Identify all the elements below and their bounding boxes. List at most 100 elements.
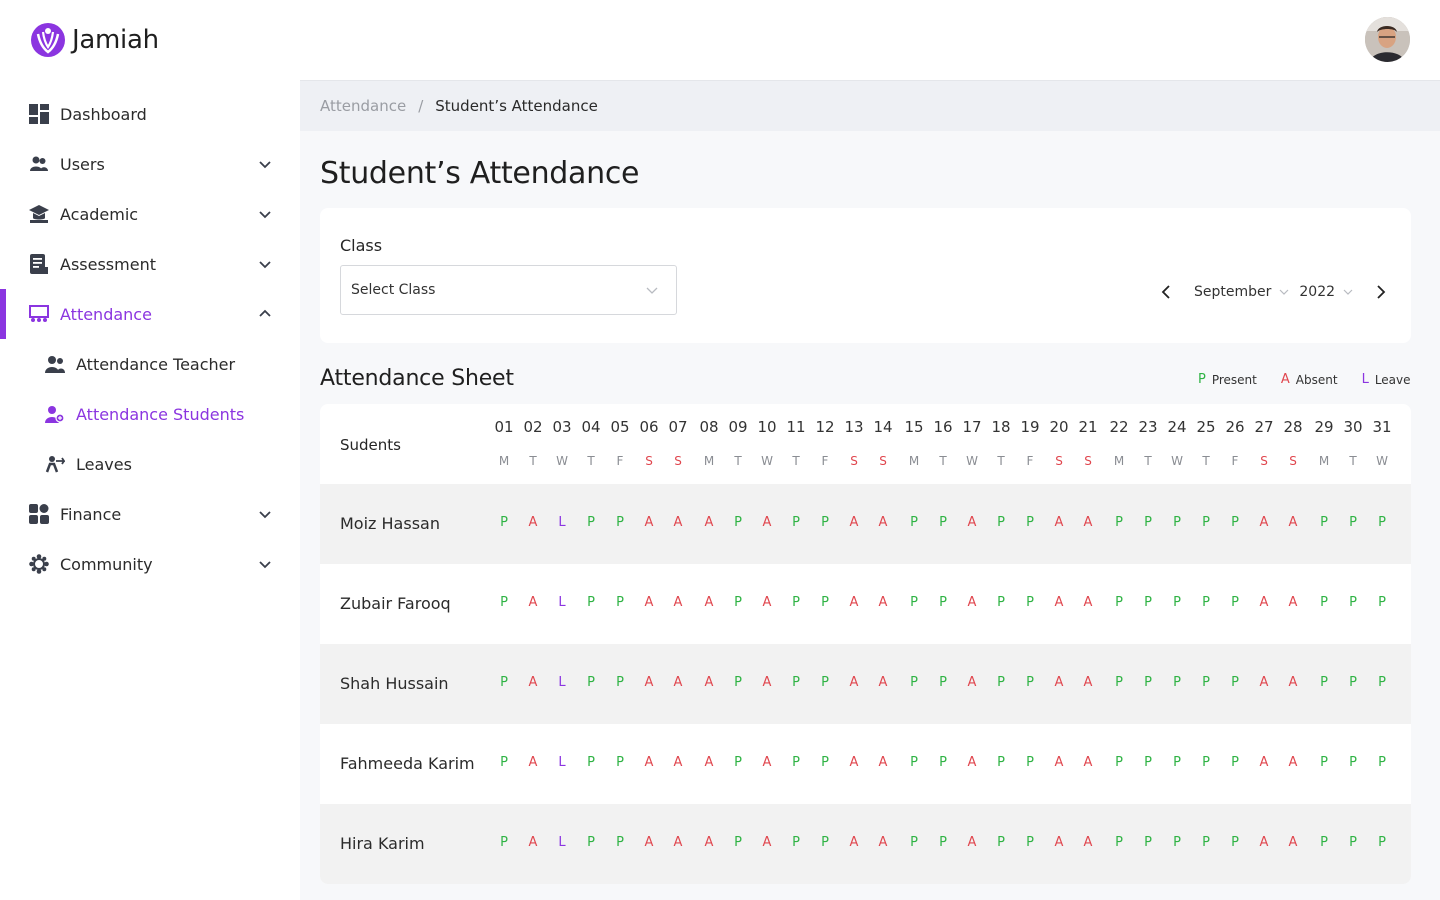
attendance-mark[interactable]: A [528,755,538,770]
attendance-mark[interactable]: A [1083,755,1093,770]
attendance-mark[interactable]: P [821,515,829,530]
attendance-mark[interactable]: A [849,595,859,610]
attendance-mark[interactable]: P [1173,675,1181,690]
attendance-mark[interactable]: A [967,515,977,530]
attendance-mark[interactable]: A [762,515,772,530]
attendance-mark[interactable]: P [1349,595,1357,610]
attendance-mark[interactable]: A [1288,755,1298,770]
sidebar-item-attendance[interactable]: Attendance [0,289,300,339]
attendance-mark[interactable]: P [821,595,829,610]
attendance-mark[interactable]: P [1173,755,1181,770]
attendance-mark[interactable]: A [849,755,859,770]
attendance-mark[interactable]: P [821,755,829,770]
attendance-mark[interactable]: P [1115,835,1123,850]
attendance-mark[interactable]: L [558,595,566,610]
attendance-mark[interactable]: A [704,835,714,850]
attendance-mark[interactable]: P [910,595,918,610]
attendance-mark[interactable]: P [1144,515,1152,530]
attendance-mark[interactable]: P [1026,835,1034,850]
attendance-mark[interactable]: P [1349,835,1357,850]
app-logo[interactable]: Jamiah [30,22,159,58]
attendance-mark[interactable]: P [500,835,508,850]
attendance-mark[interactable]: P [1202,835,1210,850]
attendance-mark[interactable]: A [1083,835,1093,850]
breadcrumb-parent-link[interactable]: Attendance [320,97,407,115]
attendance-mark[interactable]: P [792,755,800,770]
attendance-mark[interactable]: P [1115,755,1123,770]
attendance-mark[interactable]: P [1115,515,1123,530]
attendance-mark[interactable]: P [1320,515,1328,530]
attendance-mark[interactable]: A [1054,515,1064,530]
attendance-mark[interactable]: P [1349,515,1357,530]
attendance-mark[interactable]: P [792,595,800,610]
attendance-mark[interactable]: P [500,755,508,770]
attendance-mark[interactable]: P [1115,595,1123,610]
attendance-mark[interactable]: A [1083,595,1093,610]
attendance-mark[interactable]: P [939,755,947,770]
attendance-mark[interactable]: P [939,835,947,850]
attendance-mark[interactable]: P [1231,835,1239,850]
attendance-mark[interactable]: A [644,835,654,850]
attendance-mark[interactable]: L [558,675,566,690]
attendance-mark[interactable]: P [1349,755,1357,770]
attendance-mark[interactable]: P [1144,675,1152,690]
attendance-mark[interactable]: P [587,755,595,770]
attendance-mark[interactable]: A [644,675,654,690]
month-select[interactable]: September [1194,284,1289,300]
attendance-mark[interactable]: P [792,675,800,690]
attendance-mark[interactable]: P [939,675,947,690]
attendance-mark[interactable]: P [1144,755,1152,770]
attendance-mark[interactable]: A [704,755,714,770]
attendance-mark[interactable]: P [1202,595,1210,610]
attendance-mark[interactable]: P [910,515,918,530]
attendance-mark[interactable]: A [849,515,859,530]
user-avatar[interactable] [1365,17,1410,62]
attendance-mark[interactable]: A [967,835,977,850]
attendance-mark[interactable]: P [1378,675,1386,690]
attendance-mark[interactable]: P [587,835,595,850]
attendance-mark[interactable]: A [1054,755,1064,770]
attendance-mark[interactable]: P [1144,595,1152,610]
attendance-mark[interactable]: P [587,675,595,690]
sidebar-item-assessment[interactable]: Assessment [0,239,300,289]
attendance-mark[interactable]: P [1231,515,1239,530]
attendance-mark[interactable]: A [1259,595,1269,610]
attendance-mark[interactable]: P [997,755,1005,770]
attendance-mark[interactable]: A [1288,675,1298,690]
attendance-mark[interactable]: A [644,515,654,530]
attendance-mark[interactable]: A [1259,675,1269,690]
attendance-mark[interactable]: A [878,515,888,530]
attendance-mark[interactable]: A [1288,595,1298,610]
attendance-mark[interactable]: A [644,595,654,610]
attendance-mark[interactable]: A [1288,835,1298,850]
attendance-mark[interactable]: P [1173,835,1181,850]
attendance-mark[interactable]: P [500,595,508,610]
attendance-mark[interactable]: P [1173,515,1181,530]
attendance-mark[interactable]: P [1173,595,1181,610]
sidebar-item-users[interactable]: Users [0,139,300,189]
attendance-mark[interactable]: P [997,595,1005,610]
attendance-mark[interactable]: A [762,595,772,610]
attendance-mark[interactable]: A [1288,515,1298,530]
attendance-mark[interactable]: P [910,755,918,770]
attendance-mark[interactable]: A [1054,675,1064,690]
attendance-mark[interactable]: P [997,835,1005,850]
attendance-mark[interactable]: A [673,595,683,610]
attendance-mark[interactable]: P [1115,675,1123,690]
attendance-mark[interactable]: A [967,755,977,770]
attendance-mark[interactable]: P [1144,835,1152,850]
attendance-mark[interactable]: P [734,835,742,850]
sidebar-item-attendance-students[interactable]: Attendance Students [0,389,300,439]
attendance-mark[interactable]: P [616,595,624,610]
attendance-mark[interactable]: A [1259,755,1269,770]
sidebar-item-community[interactable]: Community [0,539,300,589]
attendance-mark[interactable]: P [1320,595,1328,610]
attendance-mark[interactable]: A [528,835,538,850]
attendance-mark[interactable]: A [704,675,714,690]
attendance-mark[interactable]: L [558,515,566,530]
attendance-mark[interactable]: P [734,595,742,610]
attendance-mark[interactable]: P [1026,675,1034,690]
attendance-mark[interactable]: P [1378,755,1386,770]
attendance-mark[interactable]: P [500,515,508,530]
attendance-mark[interactable]: A [762,675,772,690]
